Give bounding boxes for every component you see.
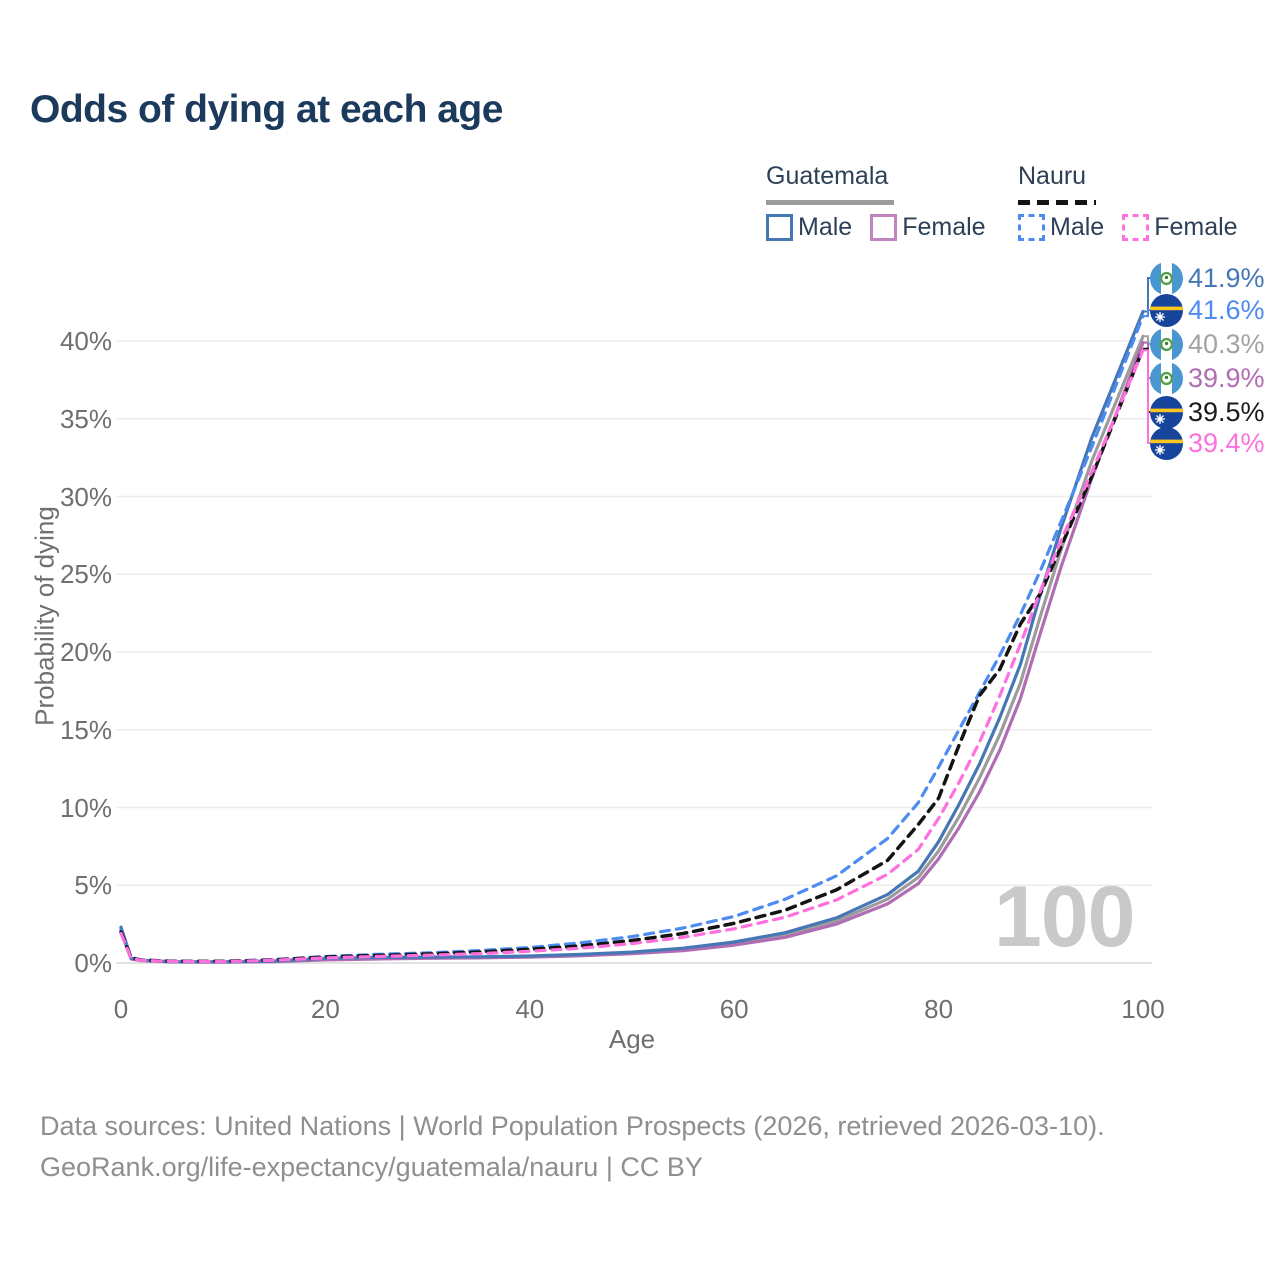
y-tick-label: 35% [59,403,112,434]
nauru-male-swatch [1018,214,1045,241]
end-label-value-guatemala-male: 41.9% [1188,263,1265,293]
series-line-guatemala-overall [119,334,1145,964]
end-label-value-guatemala-female: 39.9% [1188,363,1265,393]
guatemala-male-swatch [766,214,793,241]
legend-group-nauru: Nauru Male Female [1018,162,1238,242]
end-label-flag-guatemala-male [1150,261,1183,295]
legend-item-label: Female [1154,213,1238,241]
end-label-value-nauru-female: 39.4% [1188,428,1265,458]
end-label-flag-guatemala-female [1150,361,1183,395]
guatemala-flag-icon [1150,361,1183,395]
series-line-nauru-male [119,314,1145,963]
guatemala-flag-icon [1150,261,1183,295]
nauru-female-swatch [1122,214,1150,241]
end-label-value-nauru-overall: 39.5% [1188,397,1265,427]
legend-country-guatemala[interactable]: Guatemala [766,162,889,190]
end-label-flag-guatemala-overall [1150,327,1183,361]
x-tick-label: 100 [1121,994,1165,1024]
end-label-flag-nauru-female [1150,426,1183,460]
y-tick-label: 10% [59,792,112,823]
age-watermark: 100 [994,869,1135,965]
legend-item-label: Female [902,213,986,241]
nauru-flag-icon [1150,395,1183,429]
x-axis-title: Age [608,1024,656,1054]
end-label-flag-nauru-male [1150,293,1183,327]
y-tick-label: 30% [59,481,112,512]
y-tick-label: 20% [59,637,112,667]
footer-attribution: GeoRank.org/life-expectancy/guatemala/na… [40,1152,703,1182]
y-tick-label: 40% [59,326,112,356]
nauru-flag-icon [1150,426,1183,460]
page-title: Odds of dying at each age [30,88,503,131]
y-tick-label: 5% [74,870,112,901]
end-label-flag-nauru-overall [1150,395,1183,429]
x-tick-label: 40 [515,994,545,1024]
end-label-value-nauru-male: 41.6% [1188,295,1265,325]
nauru-flag-icon [1150,293,1183,327]
y-tick-label: 0% [74,948,112,978]
x-tick-label: 60 [719,994,749,1024]
series-line-nauru-overall [119,347,1145,964]
x-tick-label: 0 [113,994,129,1024]
legend-item-label: Male [798,213,853,241]
x-tick-label: 80 [924,994,954,1024]
y-axis-ticks: 0% 5% 10% 15% 20% 25% 30% 35% 40% [0,0,112,1280]
legend-group-guatemala: Guatemala Male Female [766,162,986,242]
legend-item-nauru-male[interactable]: Male [1018,213,1104,242]
legend-country-nauru[interactable]: Nauru [1018,162,1087,190]
legend-item-label: Male [1050,213,1105,241]
footer-data-sources: Data sources: United Nations | World Pop… [40,1111,1105,1141]
guatemala-line-swatch[interactable] [766,200,894,205]
y-tick-label: 15% [59,714,112,745]
series-line-nauru-female [119,348,1145,964]
legend-item-guatemala-female[interactable]: Female [870,213,986,242]
x-tick-label: 20 [310,994,340,1024]
y-tick-label: 25% [59,559,112,590]
end-label-value-guatemala-overall: 40.3% [1188,329,1265,359]
series-line-guatemala-male [119,309,1145,964]
nauru-line-swatch[interactable] [1018,200,1096,205]
legend-item-nauru-female[interactable]: Female [1122,213,1238,242]
guatemala-female-swatch [870,214,898,241]
footer: Data sources: United Nations | World Pop… [40,1106,1105,1188]
guatemala-flag-icon [1150,327,1183,361]
legend-item-guatemala-male[interactable]: Male [766,213,852,242]
